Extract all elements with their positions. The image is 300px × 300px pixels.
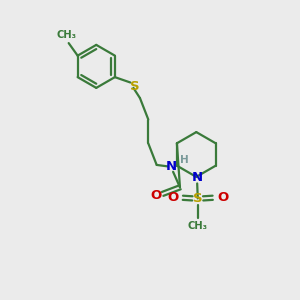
Text: N: N [192, 171, 203, 184]
Text: CH₃: CH₃ [56, 30, 76, 40]
Text: S: S [130, 80, 140, 93]
Text: H: H [180, 155, 188, 165]
Text: O: O [217, 191, 228, 204]
Text: O: O [151, 189, 162, 202]
Text: S: S [193, 193, 202, 206]
Text: CH₃: CH₃ [188, 221, 208, 231]
Text: O: O [167, 191, 178, 204]
Text: N: N [166, 160, 177, 173]
